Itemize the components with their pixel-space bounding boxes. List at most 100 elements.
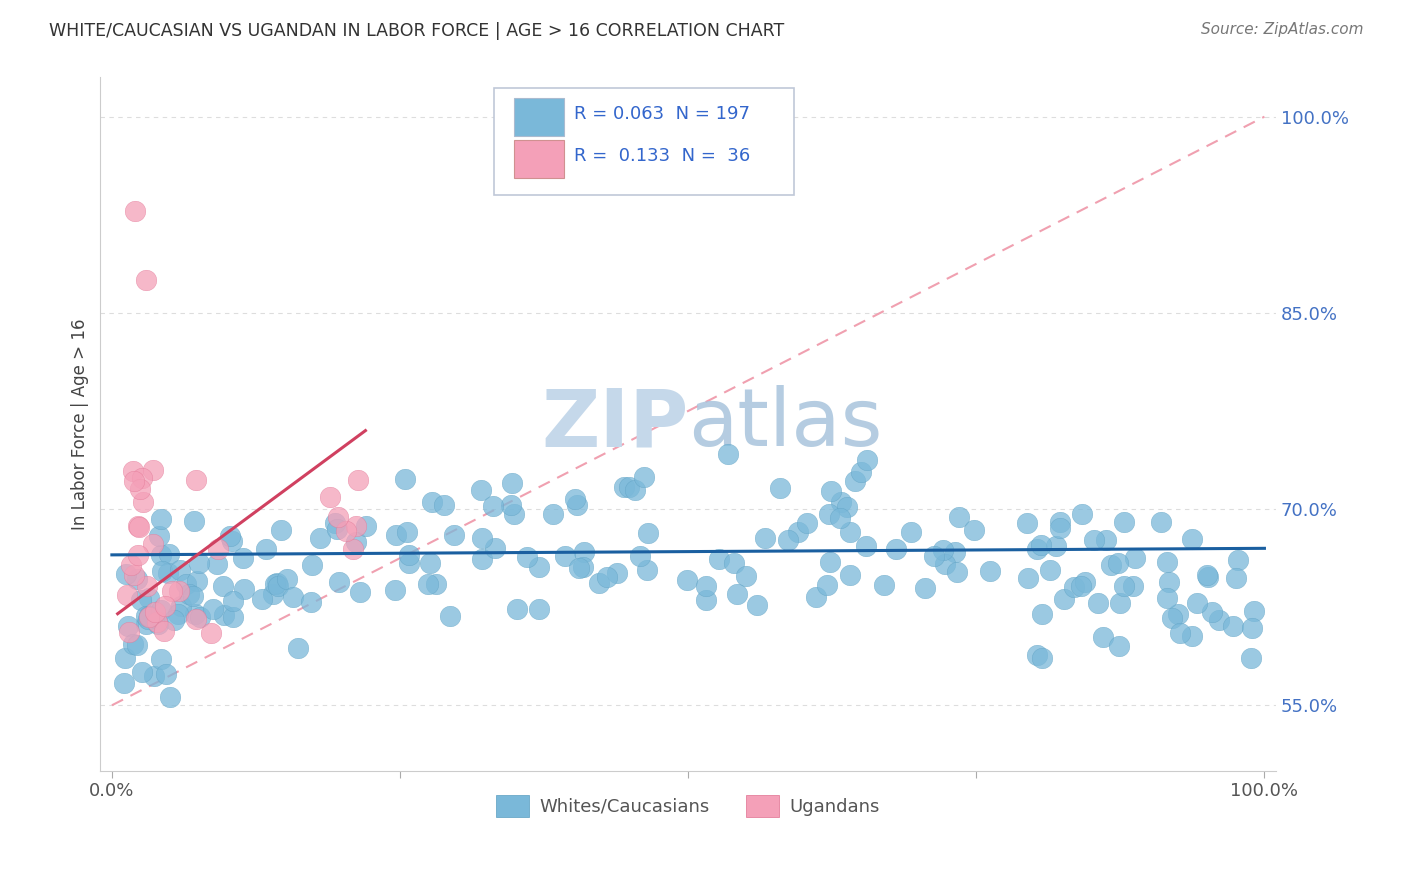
Point bbox=[129, 592, 152, 607]
Text: atlas: atlas bbox=[688, 385, 883, 463]
Point bbox=[1150, 515, 1173, 529]
Point bbox=[344, 518, 367, 533]
Point bbox=[342, 542, 364, 557]
Point bbox=[138, 609, 160, 624]
Point bbox=[160, 583, 183, 598]
Point bbox=[354, 519, 377, 533]
Point bbox=[262, 586, 284, 600]
Point bbox=[484, 541, 506, 555]
Point bbox=[1122, 578, 1144, 592]
Point bbox=[1029, 538, 1052, 552]
Point bbox=[122, 465, 145, 479]
Point bbox=[287, 640, 309, 655]
Point bbox=[155, 666, 177, 681]
Point bbox=[1167, 607, 1189, 621]
Point bbox=[619, 480, 641, 494]
Point bbox=[222, 610, 245, 624]
Point bbox=[267, 579, 290, 593]
Y-axis label: In Labor Force | Age > 16: In Labor Force | Age > 16 bbox=[72, 318, 89, 530]
Point bbox=[138, 591, 160, 605]
Point bbox=[132, 494, 155, 508]
Point bbox=[946, 566, 969, 580]
Point bbox=[482, 499, 505, 513]
Point bbox=[125, 638, 148, 652]
Point bbox=[624, 483, 647, 497]
Point bbox=[529, 602, 551, 616]
Point bbox=[143, 669, 166, 683]
Point bbox=[1031, 607, 1053, 621]
Point bbox=[122, 567, 145, 582]
Point bbox=[153, 624, 176, 639]
Point bbox=[328, 575, 350, 590]
Point bbox=[873, 577, 896, 591]
Point bbox=[471, 552, 494, 566]
Point bbox=[128, 519, 150, 533]
Point bbox=[200, 626, 222, 640]
Text: ZIP: ZIP bbox=[541, 385, 688, 463]
Point bbox=[1053, 591, 1076, 606]
Point bbox=[1159, 574, 1181, 589]
Point bbox=[830, 495, 852, 509]
Point bbox=[554, 549, 576, 564]
Point bbox=[636, 562, 658, 576]
Point bbox=[596, 570, 619, 584]
Point bbox=[1039, 563, 1062, 577]
Point bbox=[266, 575, 288, 590]
Point bbox=[1109, 596, 1132, 610]
Point bbox=[979, 564, 1001, 578]
Point bbox=[1070, 579, 1092, 593]
Point bbox=[398, 548, 420, 562]
Point bbox=[232, 550, 254, 565]
Point bbox=[183, 514, 205, 528]
Point bbox=[174, 577, 197, 591]
Point bbox=[150, 512, 173, 526]
Point bbox=[804, 590, 827, 604]
Point bbox=[1031, 650, 1053, 665]
Text: Source: ZipAtlas.com: Source: ZipAtlas.com bbox=[1201, 22, 1364, 37]
Point bbox=[725, 587, 748, 601]
Point bbox=[568, 561, 591, 575]
Point bbox=[150, 652, 173, 666]
Point bbox=[443, 528, 465, 542]
Point bbox=[1045, 539, 1067, 553]
Point bbox=[723, 556, 745, 570]
Point bbox=[394, 472, 416, 486]
Point bbox=[169, 584, 191, 599]
Point bbox=[501, 498, 523, 512]
Point bbox=[1201, 605, 1223, 619]
Point bbox=[1114, 578, 1136, 592]
Text: WHITE/CAUCASIAN VS UGANDAN IN LABOR FORCE | AGE > 16 CORRELATION CHART: WHITE/CAUCASIAN VS UGANDAN IN LABOR FORC… bbox=[49, 22, 785, 40]
Point bbox=[564, 491, 586, 506]
Point bbox=[543, 507, 565, 521]
Point bbox=[1092, 631, 1115, 645]
Point bbox=[439, 609, 461, 624]
Point bbox=[884, 541, 907, 556]
Point bbox=[184, 607, 207, 621]
Point bbox=[122, 637, 145, 651]
Point bbox=[326, 510, 349, 524]
Point bbox=[114, 566, 136, 581]
Point bbox=[1156, 555, 1178, 569]
Point bbox=[529, 560, 551, 574]
Point bbox=[676, 574, 699, 588]
Point bbox=[1222, 619, 1244, 633]
Point bbox=[734, 569, 756, 583]
Point bbox=[135, 273, 157, 287]
Point bbox=[254, 542, 277, 557]
Point bbox=[572, 545, 595, 559]
Point bbox=[301, 558, 323, 572]
Point bbox=[613, 480, 636, 494]
Point bbox=[250, 591, 273, 606]
Point bbox=[1227, 553, 1250, 567]
Text: R = 0.063  N = 197: R = 0.063 N = 197 bbox=[574, 105, 751, 123]
Point bbox=[932, 542, 955, 557]
Point bbox=[786, 524, 808, 539]
Point bbox=[851, 465, 873, 479]
Point bbox=[633, 470, 655, 484]
Point bbox=[934, 557, 956, 571]
Point bbox=[1197, 570, 1219, 584]
Point bbox=[1063, 580, 1085, 594]
Point bbox=[114, 651, 136, 665]
Point bbox=[184, 473, 207, 487]
Point bbox=[136, 612, 159, 626]
